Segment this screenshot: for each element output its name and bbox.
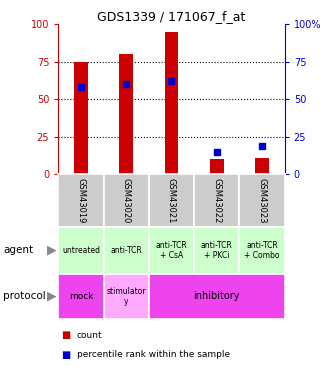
Bar: [210, 159, 223, 174]
Text: count: count: [77, 331, 102, 340]
Text: GSM43020: GSM43020: [122, 178, 131, 224]
Text: anti-TCR
+ CsA: anti-TCR + CsA: [156, 241, 187, 260]
Bar: [120, 54, 133, 174]
Bar: [74, 62, 88, 174]
Text: GSM43021: GSM43021: [167, 178, 176, 224]
Text: GSM43022: GSM43022: [212, 178, 221, 224]
Text: percentile rank within the sample: percentile rank within the sample: [77, 350, 230, 359]
Text: ■: ■: [62, 350, 71, 360]
Text: stimulator
y: stimulator y: [107, 286, 146, 306]
Text: GSM43019: GSM43019: [76, 178, 86, 224]
Text: agent: agent: [3, 245, 33, 255]
Text: ■: ■: [62, 330, 71, 340]
Text: ▶: ▶: [47, 290, 57, 303]
Text: untreated: untreated: [62, 246, 100, 255]
Text: anti-TCR
+ PKCi: anti-TCR + PKCi: [201, 241, 233, 260]
Text: anti-TCR: anti-TCR: [110, 246, 142, 255]
Bar: [255, 158, 269, 174]
Text: anti-TCR
+ Combo: anti-TCR + Combo: [244, 241, 280, 260]
Text: ▶: ▶: [47, 244, 57, 257]
Text: protocol: protocol: [3, 291, 46, 301]
Title: GDS1339 / 171067_f_at: GDS1339 / 171067_f_at: [97, 10, 246, 23]
Text: GSM43023: GSM43023: [257, 178, 267, 224]
Text: inhibitory: inhibitory: [193, 291, 240, 301]
Bar: [165, 32, 178, 174]
Text: mock: mock: [69, 292, 93, 301]
